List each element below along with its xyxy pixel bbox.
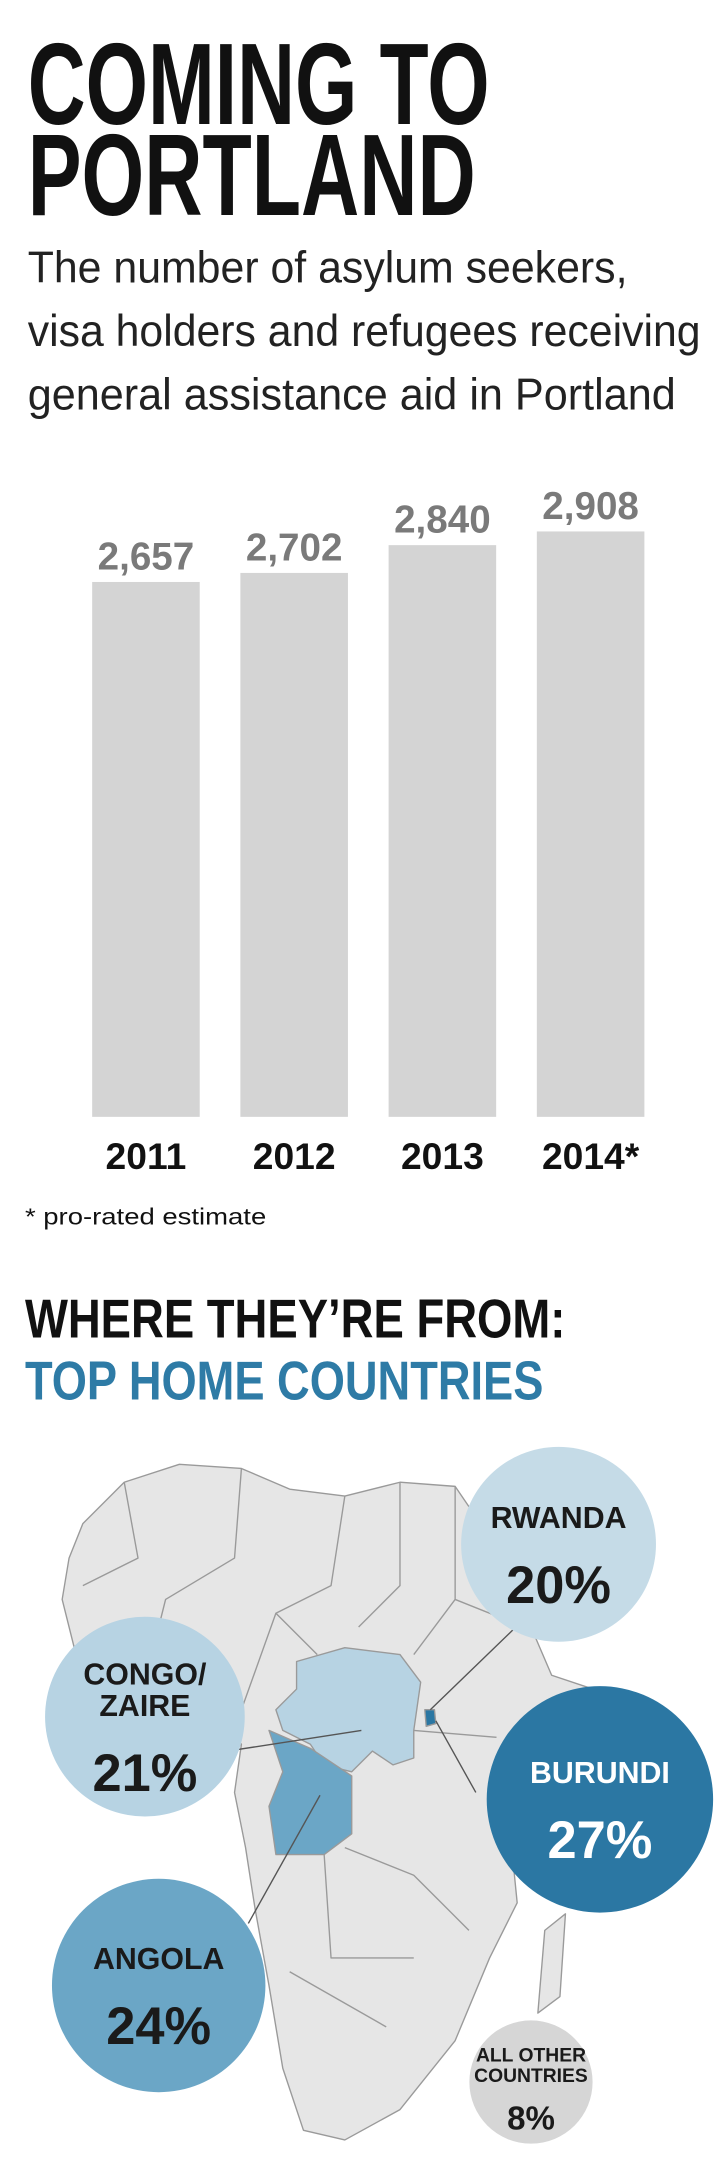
section-subtitle: TOP HOME COUNTRIES: [25, 1350, 543, 1412]
leader-line: [435, 1720, 477, 1793]
madagascar: [537, 1913, 567, 2014]
bar: [240, 572, 348, 1117]
value-label: 2,908: [542, 485, 639, 528]
bubble-value: 24%: [106, 1998, 211, 2056]
subtitle-line: general assistance aid in Portland: [28, 371, 676, 420]
bubble-value: 21%: [92, 1745, 197, 1803]
bubble-label: ZAIRE: [99, 1690, 190, 1723]
bubble: [51, 1878, 266, 2093]
subtitle-line: The number of asylum seekers,: [28, 244, 628, 293]
bubble-value: 27%: [548, 1812, 653, 1870]
value-label: 2,840: [394, 499, 491, 542]
value-label: 2,657: [98, 536, 195, 579]
angola-highlight: [268, 1729, 353, 1856]
bubble: [486, 1686, 714, 1913]
x-tick-label: 2014*: [542, 1135, 640, 1177]
leaders: [227, 1629, 514, 1924]
bubble-label: CONGO/: [83, 1658, 207, 1691]
bar: [536, 531, 645, 1117]
bar: [92, 581, 200, 1117]
subtitle-line: visa holders and refugees receiving: [28, 307, 701, 356]
leader-line: [247, 1794, 321, 1924]
bar: [388, 545, 497, 1117]
bubble-label: BURUNDI: [530, 1757, 670, 1790]
bubble-value: 20%: [506, 1557, 611, 1615]
title-line: PORTLAND: [28, 110, 476, 240]
leader-line: [227, 1729, 362, 1752]
footnote: * pro-rated estimate: [25, 1203, 266, 1229]
section-title: WHERE THEY’RE FROM:: [25, 1287, 566, 1349]
bubble-label: RWANDA: [491, 1502, 627, 1535]
value-label: 2,702: [246, 527, 343, 570]
leader-line: [429, 1629, 514, 1711]
bubble-value: 8%: [507, 2100, 555, 2137]
burundi-highlight: [424, 1709, 437, 1727]
bubble: [469, 2020, 593, 2144]
x-tick-label: 2011: [106, 1135, 187, 1177]
bubble-label: ANGOLA: [93, 1943, 225, 1976]
x-tick-label: 2013: [401, 1135, 484, 1177]
title-line: COMING TO: [28, 19, 490, 149]
bubble-label: ALL OTHER: [476, 2046, 586, 2067]
congo-highlight: [275, 1647, 422, 1773]
border: [82, 1468, 525, 2028]
x-tick-label: 2012: [253, 1135, 336, 1177]
bubble: [461, 1446, 656, 1642]
bubble-label: COUNTRIES: [474, 2066, 588, 2087]
bubble: [45, 1616, 245, 1817]
